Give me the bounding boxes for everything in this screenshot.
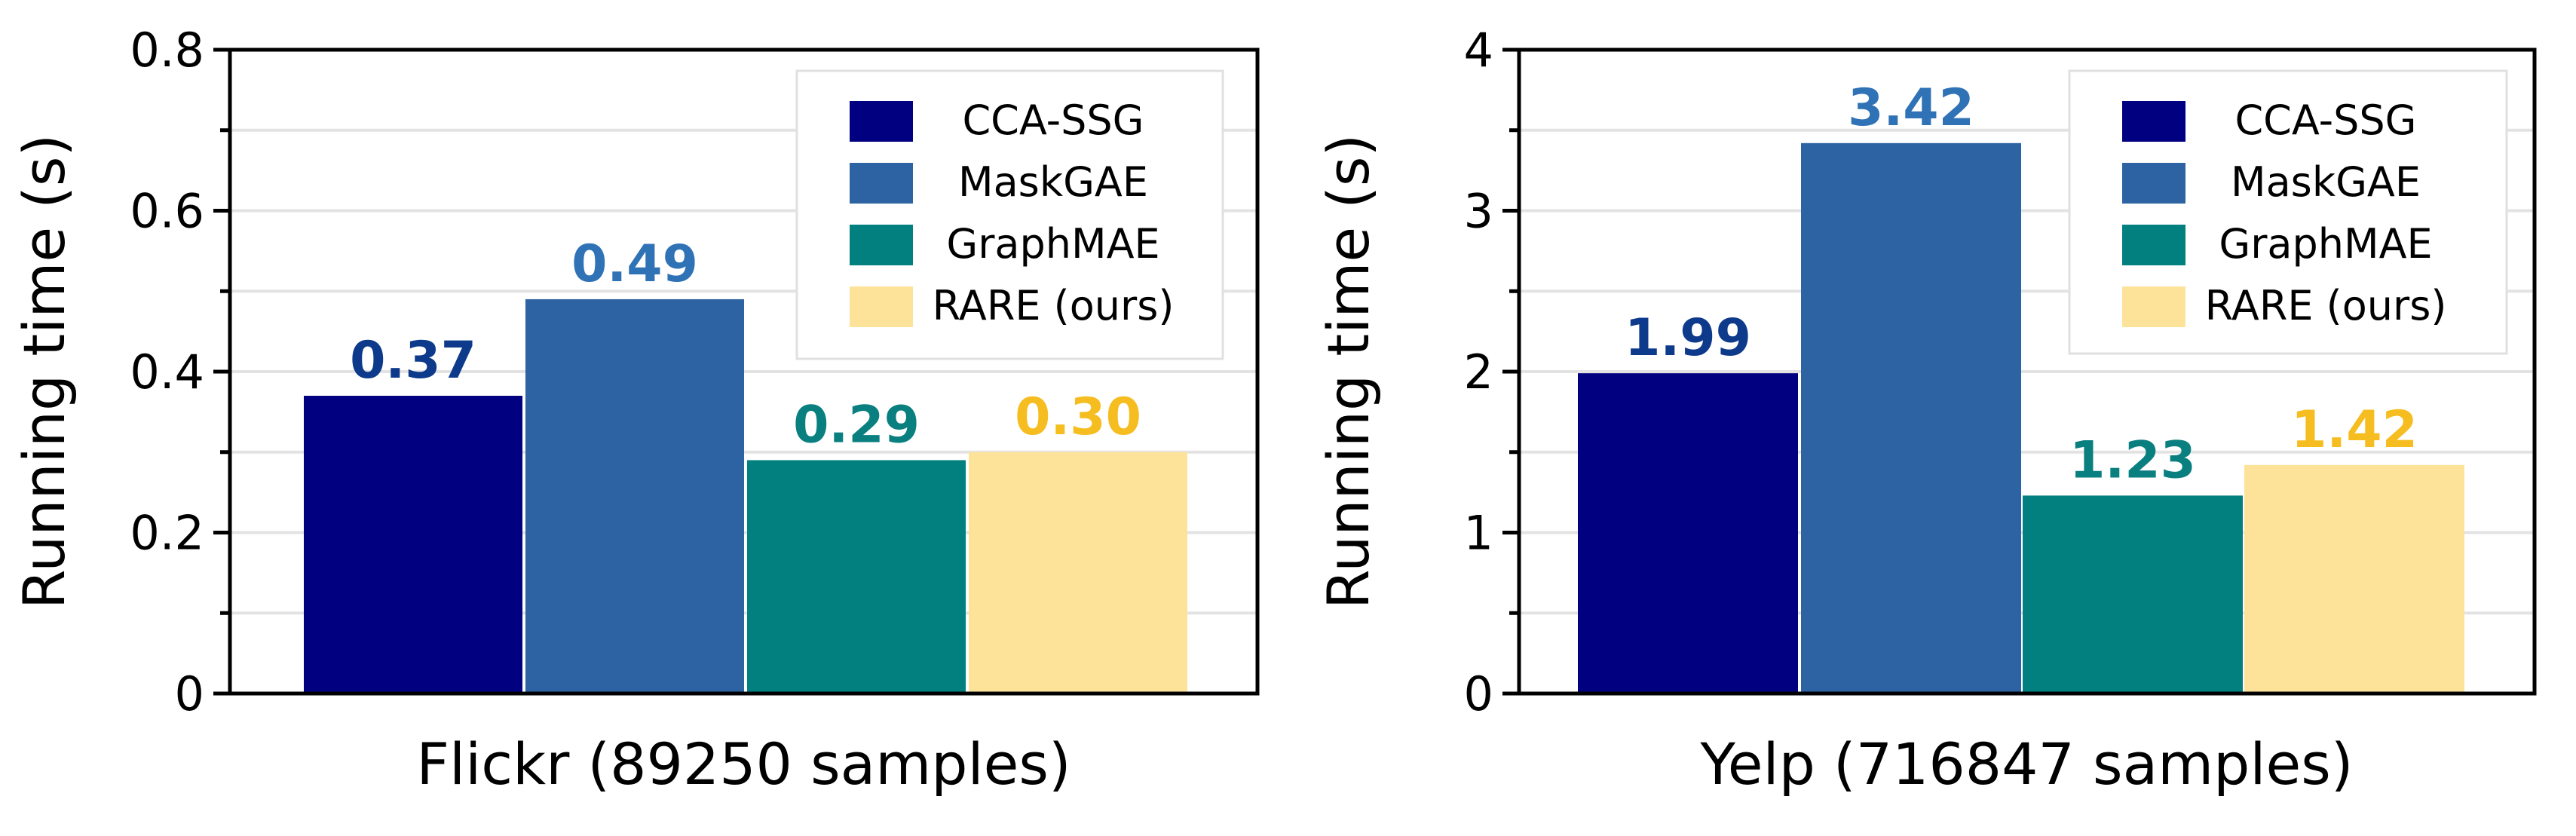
y-tick-label: 4 [1464, 23, 1493, 78]
y-tick-label: 0.2 [130, 506, 204, 561]
bar-3 [747, 460, 966, 694]
bar-2 [525, 299, 744, 694]
data-label: 0.49 [571, 234, 698, 294]
bar-4 [969, 452, 1187, 694]
y-tick-label: 0 [1464, 666, 1493, 721]
legend: CCA-SSG MaskGAE GraphMAE RARE (ours) [2068, 69, 2508, 355]
legend-swatch [2122, 286, 2185, 327]
x-axis-label: Flickr (89250 samples) [416, 730, 1071, 798]
y-tick-label: 0 [175, 666, 204, 721]
bar-1 [1578, 373, 1798, 694]
legend-entry: CCA-SSG [962, 96, 1144, 144]
data-label: 1.42 [2291, 400, 2418, 460]
legend-entry: GraphMAE [946, 220, 1159, 268]
legend-entry: GraphMAE [2219, 220, 2432, 268]
legend-swatch [850, 225, 913, 265]
y-tick-label: 0.6 [130, 184, 204, 239]
y-axis-label: Running time (s) [1315, 134, 1382, 609]
legend-swatch [850, 286, 913, 327]
bar-4 [2244, 464, 2464, 694]
bar-1 [304, 396, 522, 694]
chart-panel-2: 1.99 3.42 1.23 1.42 0 1 2 3 4 Running time (s) Yel… [1315, 23, 2537, 798]
legend: CCA-SSG MaskGAE GraphMAE RARE (ours) [795, 69, 1224, 360]
x-axis-label: Yelp (716847 samples) [1699, 730, 2353, 798]
y-tick-label: 1 [1464, 506, 1493, 561]
bar-3 [2023, 495, 2243, 694]
y-tick-label: 0.4 [130, 345, 204, 400]
data-label: 1.23 [2069, 430, 2196, 490]
data-label: 3.42 [1848, 78, 1974, 138]
y-tick-label: 0.8 [130, 23, 204, 78]
legend-entry: RARE (ours) [933, 282, 1175, 329]
y-axis-label: Running time (s) [11, 134, 78, 609]
chart-panel-1: 0.37 0.49 0.29 0.30 0 0.2 0.4 0.6 0.8 Running tim… [11, 23, 1260, 798]
legend-swatch [850, 163, 913, 204]
y-tick-label: 3 [1464, 184, 1493, 239]
legend-swatch [2122, 225, 2185, 265]
legend-swatch [850, 101, 913, 142]
bar-2 [1801, 142, 2021, 694]
y-tick-label: 2 [1464, 345, 1493, 400]
data-label: 1.99 [1625, 308, 1751, 368]
data-label: 0.30 [1015, 387, 1141, 447]
data-label: 0.37 [350, 331, 476, 390]
legend-entry: MaskGAE [958, 158, 1148, 206]
data-label: 0.29 [793, 395, 920, 455]
legend-entry: MaskGAE [2231, 158, 2421, 206]
legend-entry: RARE (ours) [2205, 282, 2447, 329]
legend-swatch [2122, 163, 2185, 204]
legend-entry: CCA-SSG [2234, 96, 2416, 144]
legend-swatch [2122, 101, 2185, 142]
